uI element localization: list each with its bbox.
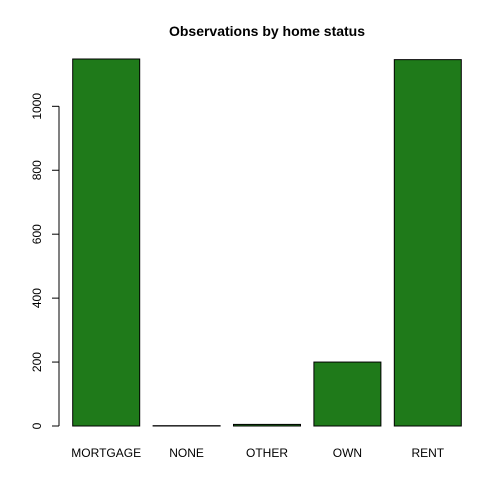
y-tick-label-1000: 1000	[30, 93, 44, 120]
bar-own	[313, 361, 382, 427]
x-axis-labels: MORTGAGE NONE OTHER OWN RENT	[71, 446, 444, 460]
x-tick-label-other: OTHER	[246, 446, 288, 460]
y-tick-label-400: 400	[30, 288, 44, 308]
y-tick-label-800: 800	[30, 160, 44, 180]
x-tick-label-own: OWN	[333, 446, 362, 460]
y-axis: 0 200 400 600 800 1000	[30, 93, 60, 429]
y-tick-label-0: 0	[30, 422, 44, 429]
bar-other	[233, 423, 301, 427]
y-tick-label-600: 600	[30, 224, 44, 244]
x-tick-label-none: NONE	[169, 446, 204, 460]
bar-rent	[393, 59, 462, 427]
bars-group	[72, 58, 462, 427]
y-tick-label-200: 200	[30, 352, 44, 372]
x-tick-label-rent: RENT	[411, 446, 444, 460]
bar-mortgage	[72, 58, 141, 427]
chart-title: Observations by home status	[169, 23, 365, 39]
x-tick-label-mortgage: MORTGAGE	[71, 446, 141, 460]
